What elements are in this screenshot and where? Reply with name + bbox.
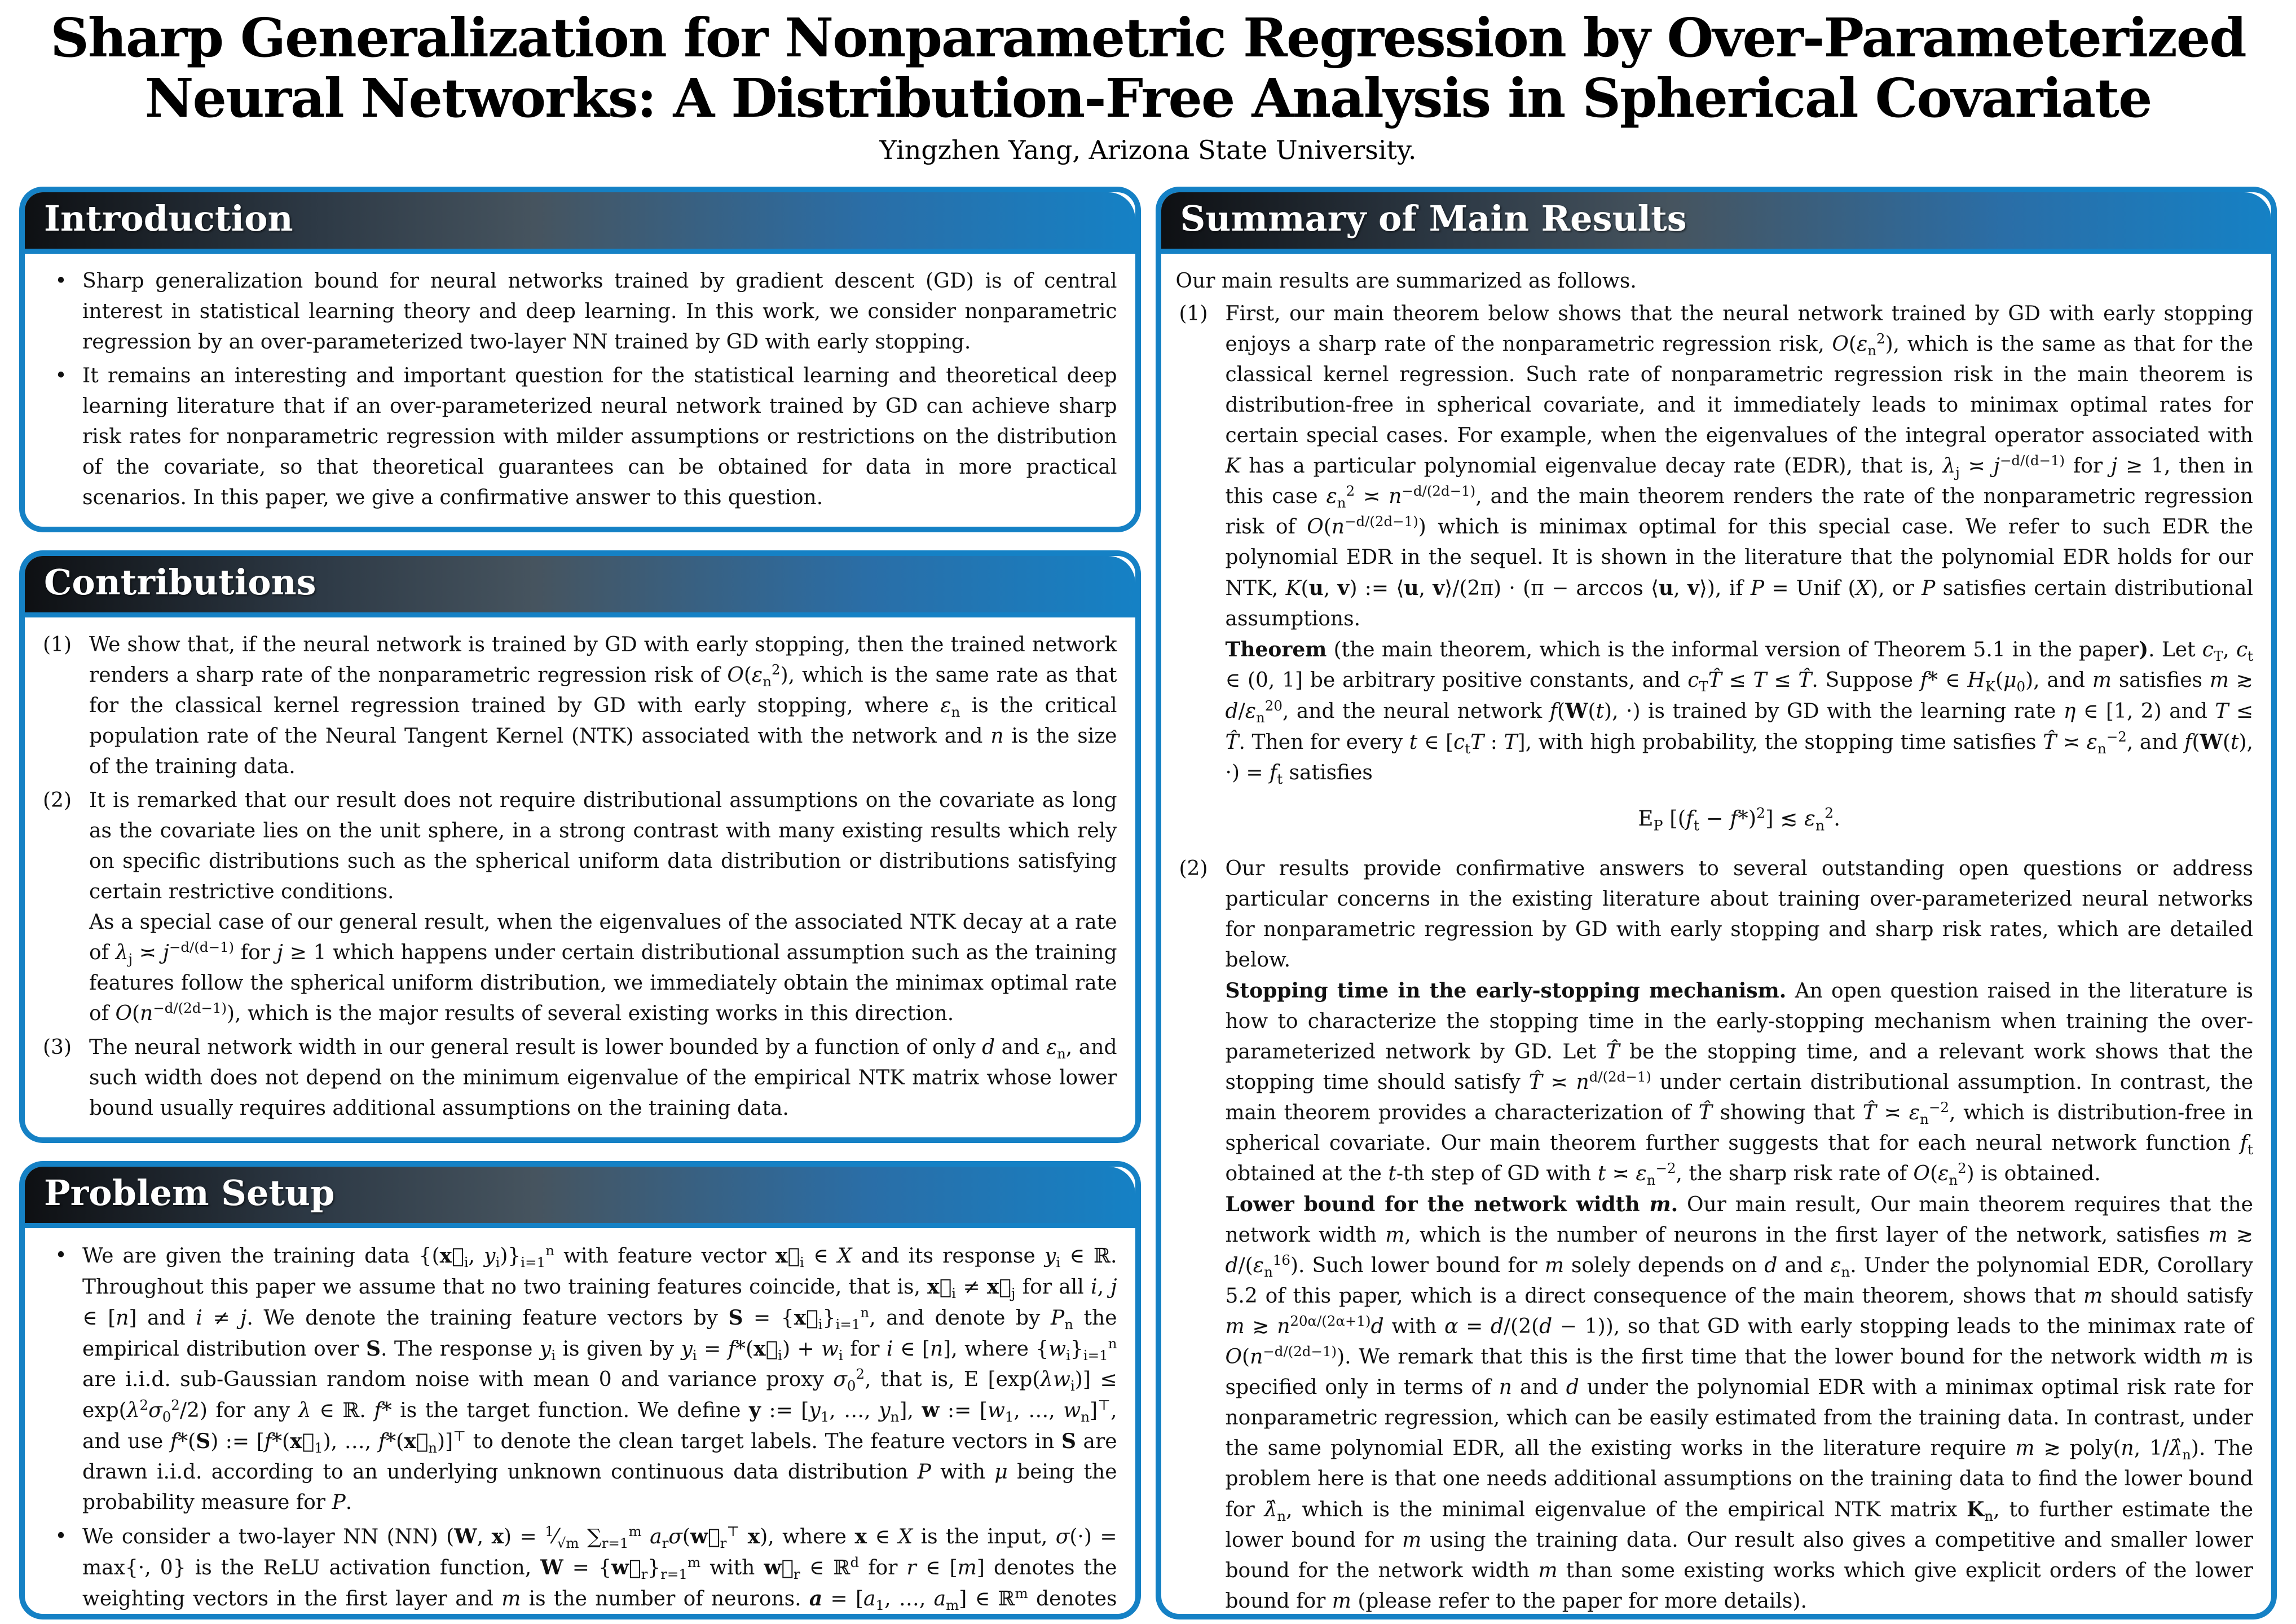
theorem-paragraph: Theorem (the main theorem, which is the … [1225,638,2254,788]
summary-item-2: Our results provide confirmative answers… [1225,854,2254,1620]
paragraph: We are given the training data {(x⃗i, yi… [82,1242,1117,1514]
bullet-icon: • [55,270,67,293]
list-item: (3) The neural network width in our gene… [39,1032,1117,1124]
author-line: Yingzhen Yang, Arizona State University. [879,134,1417,165]
lower-bound-paragraph: Lower bound for the network width m. Our… [1225,1192,2254,1613]
paragraph: Sharp generalization bound for neural ne… [82,270,1117,354]
section-title: Introduction [44,198,293,239]
bullet-icon: • [55,1525,67,1548]
section-header-contributions: Contributions [25,556,1135,617]
section-header-introduction: Introduction [25,192,1135,254]
stopping-time-paragraph: Stopping time in the early-stopping mech… [1225,978,2254,1188]
section-problem-setup: Problem Setup • We are given the trainin… [19,1161,1141,1619]
item-number: (1) [43,633,72,656]
paragraph: We show that, if the neural network is t… [89,633,1117,778]
section-title: Contributions [44,562,316,603]
introduction-body: • Sharp generalization bound for neural … [25,254,1135,527]
paragraph: Our results provide confirmative answers… [1225,857,2254,972]
equation: EP [(ft − f*)2] ≲ εn2. [1638,805,1840,834]
item-number: (1) [1179,302,1208,325]
poster-columns: Introduction • Sharp generalization boun… [19,187,2277,1619]
item-number: (2) [43,789,72,812]
paragraph: We consider a two-layer NN (NN) (W, x) =… [82,1523,1117,1614]
training-rate-paragraph: Training the network with learning rate … [1226,1617,2254,1620]
list-item: (2) It is remarked that our result does … [39,785,1117,1029]
problem-setup-body: • We are given the training data {(x⃗i, … [25,1228,1135,1614]
bullet-icon: • [55,1244,67,1267]
list-item: • Sharp generalization bound for neural … [39,266,1117,358]
summary-body: Our main results are summarized as follo… [1161,254,2272,1620]
paragraph: The neural network width in our general … [89,1036,1117,1120]
item-number: (3) [43,1036,72,1059]
section-header-problem-setup: Problem Setup [25,1167,1135,1228]
contributions-body: (1) We show that, if the neural network … [25,617,1135,1137]
poster-title-line-2: Neural Networks: A Distribution-Free Ana… [144,67,2153,130]
list-item: • We consider a two-layer NN (NN) (W, x)… [39,1521,1117,1614]
summary-item-1: First, our main theorem below shows that… [1226,299,2254,850]
paragraph: First, our main theorem below shows that… [1225,302,2254,630]
poster-title-line-1: Sharp Generalization for Nonparametric R… [50,7,2247,69]
list-item: (1) First, our main theorem below shows … [1176,299,2254,850]
section-title: Summary of Main Results [1180,198,1687,239]
list-item: (1) We show that, if the neural network … [39,630,1117,782]
left-column: Introduction • Sharp generalization boun… [19,187,1141,1619]
paragraph: It is remarked that our result does not … [89,789,1117,1025]
list-item: (2) Our results provide confirmative ans… [1176,854,2254,1620]
section-title: Problem Setup [44,1172,335,1213]
poster-header: Sharp Generalization for Nonparametric R… [0,0,2296,165]
list-item: • It remains an interesting and importan… [39,361,1117,513]
paragraph: It remains an interesting and important … [82,364,1117,509]
section-contributions: Contributions (1) We show that, if the n… [19,550,1141,1143]
list-item: • We are given the training data {(x⃗i, … [39,1241,1117,1518]
section-introduction: Introduction • Sharp generalization boun… [19,187,1141,532]
section-summary-of-main-results: Summary of Main Results Our main results… [1155,187,2277,1620]
section-header-summary: Summary of Main Results [1161,192,2271,254]
bullet-icon: • [55,364,67,387]
item-number: (2) [1179,857,1208,880]
right-column: Summary of Main Results Our main results… [1155,187,2277,1620]
summary-lead: Our main results are summarized as follo… [1175,270,1637,293]
